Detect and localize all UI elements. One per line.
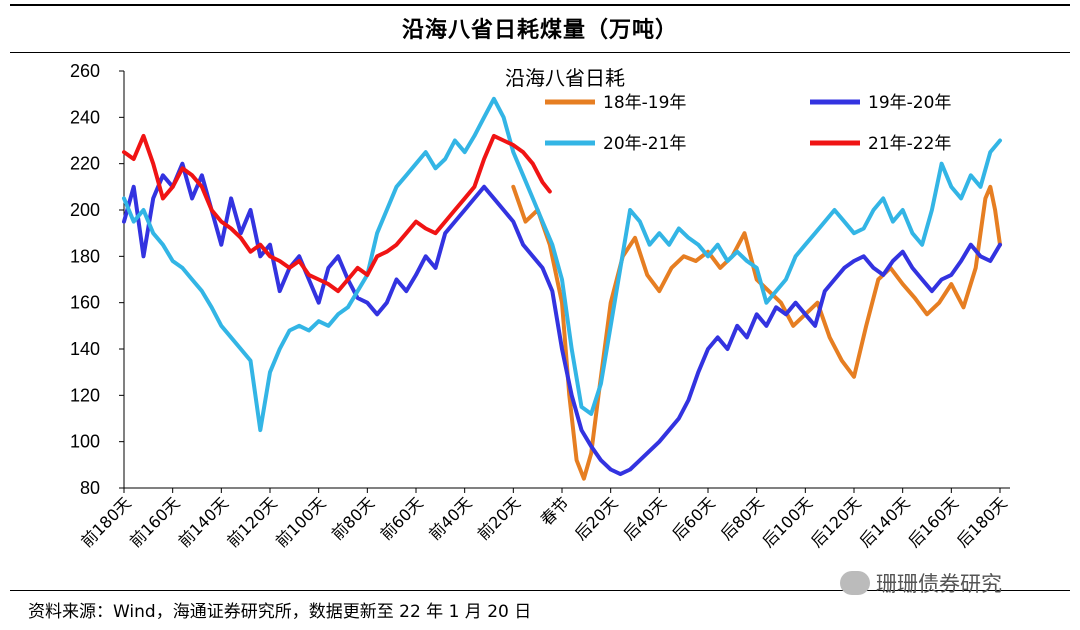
y-tick-label: 240 [70,107,100,127]
x-tick-label: 后140天 [856,493,914,551]
x-tick-label: 后20天 [571,493,621,543]
watermark-text: 珊珊债券研究 [876,572,1002,596]
y-tick-label: 220 [70,154,100,174]
chart-header-title: 沿海八省日耗煤量（万吨） [401,18,678,43]
x-tick-label: 前160天 [126,493,184,551]
source-note: 资料来源：Wind，海通证券研究所，数据更新至 22 年 1 月 20 日 [28,602,532,622]
y-tick-label: 200 [70,200,100,220]
x-tick-label: 前80天 [328,493,378,543]
series-line-3 [122,96,1002,433]
y-tick-label: 180 [70,246,100,266]
y-tick-label: 80 [80,478,100,498]
x-tick-label: 前60天 [376,493,426,543]
y-tick-label: 120 [70,385,100,405]
x-tick-label: 后60天 [668,493,718,543]
x-tick-label: 前180天 [77,493,135,551]
y-tick-label: 260 [70,61,100,81]
legend-label-1: 18年-19年 [603,93,686,113]
series-line-2 [122,161,1002,477]
legend-label-2: 19年-20年 [868,93,951,113]
x-tick-label: 后40天 [620,493,670,543]
legend-label-4: 21年-22年 [868,134,951,154]
line-chart: 80100120140160180200220240260前180天前160天前… [70,61,1011,551]
chart-legend: 沿海八省日耗 18年-19年 19年-20年 20年-21年 21年-22年 [505,66,951,154]
x-tick-label: 春节 [537,493,573,529]
legend-label-3: 20年-21年 [603,134,686,154]
x-tick-label: 前40天 [425,493,475,543]
chart-series [122,96,1002,481]
y-tick-label: 100 [70,432,100,452]
legend-title: 沿海八省日耗 [505,66,625,90]
series-line-4 [122,133,552,294]
y-tick-label: 140 [70,339,100,359]
x-tick-label: 前100天 [272,493,330,551]
y-tick-label: 160 [70,293,100,313]
x-tick-label: 后180天 [953,493,1011,551]
footer-rule [10,590,1070,591]
x-tick-label: 前140天 [174,493,232,551]
x-tick-label: 后160天 [904,493,962,551]
x-tick-label: 前120天 [223,493,281,551]
header-bottom-rule [10,52,1070,53]
x-tick-label: 前20天 [474,493,524,543]
x-tick-label: 后100天 [758,493,816,551]
header-top-rule [10,4,1070,6]
watermark: 珊珊债券研究 [840,568,1002,598]
wechat-icon [840,571,870,595]
x-tick-label: 后120天 [807,493,865,551]
